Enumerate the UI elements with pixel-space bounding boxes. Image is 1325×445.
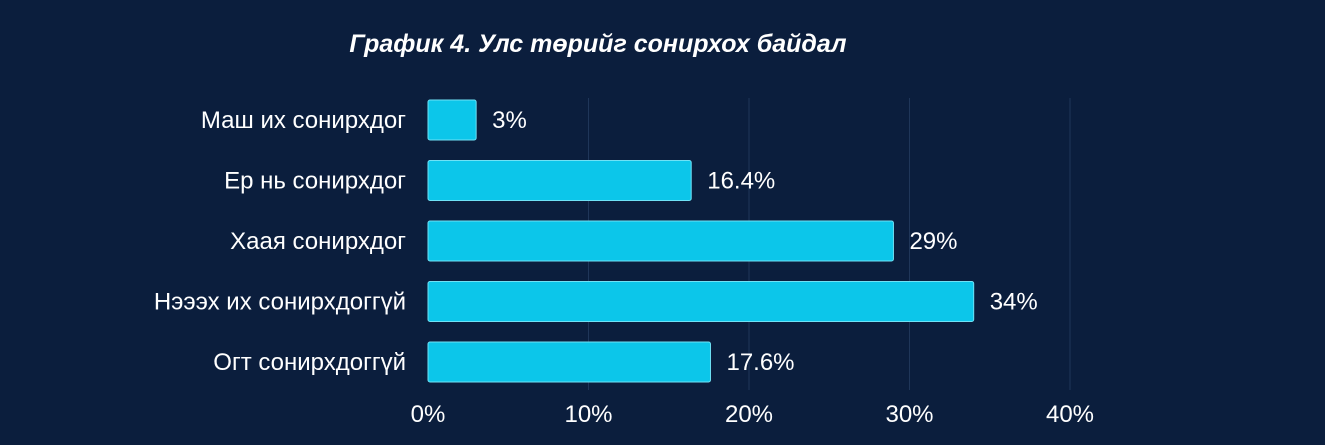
chart-title: График 4. Улс төрийг сонирхох байдал: [349, 30, 847, 58]
x-tick-label: 10%: [564, 401, 612, 428]
bar: [427, 281, 975, 322]
x-tick-label: 30%: [885, 401, 933, 428]
category-label: Огт сонирхдоггүй: [213, 349, 406, 376]
data-label: 17.6%: [726, 349, 794, 376]
x-tick-label: 0%: [411, 401, 446, 428]
bar: [427, 160, 692, 201]
x-tick-label: 40%: [1046, 401, 1094, 428]
data-label: 34%: [990, 289, 1038, 316]
category-label: Ер нь сонирхдог: [224, 168, 406, 195]
data-label: 3%: [492, 107, 527, 134]
category-label: Хаая сонирхдог: [230, 228, 406, 255]
category-label: Нэээх их сонирхдоггүй: [154, 289, 406, 316]
bar: [427, 341, 711, 383]
category-label: Маш их сонирхдог: [201, 107, 406, 134]
bar: [427, 99, 477, 141]
data-label: 16.4%: [707, 168, 775, 195]
x-tick-label: 20%: [725, 401, 773, 428]
bar: [427, 220, 894, 262]
data-label: 29%: [909, 228, 957, 255]
